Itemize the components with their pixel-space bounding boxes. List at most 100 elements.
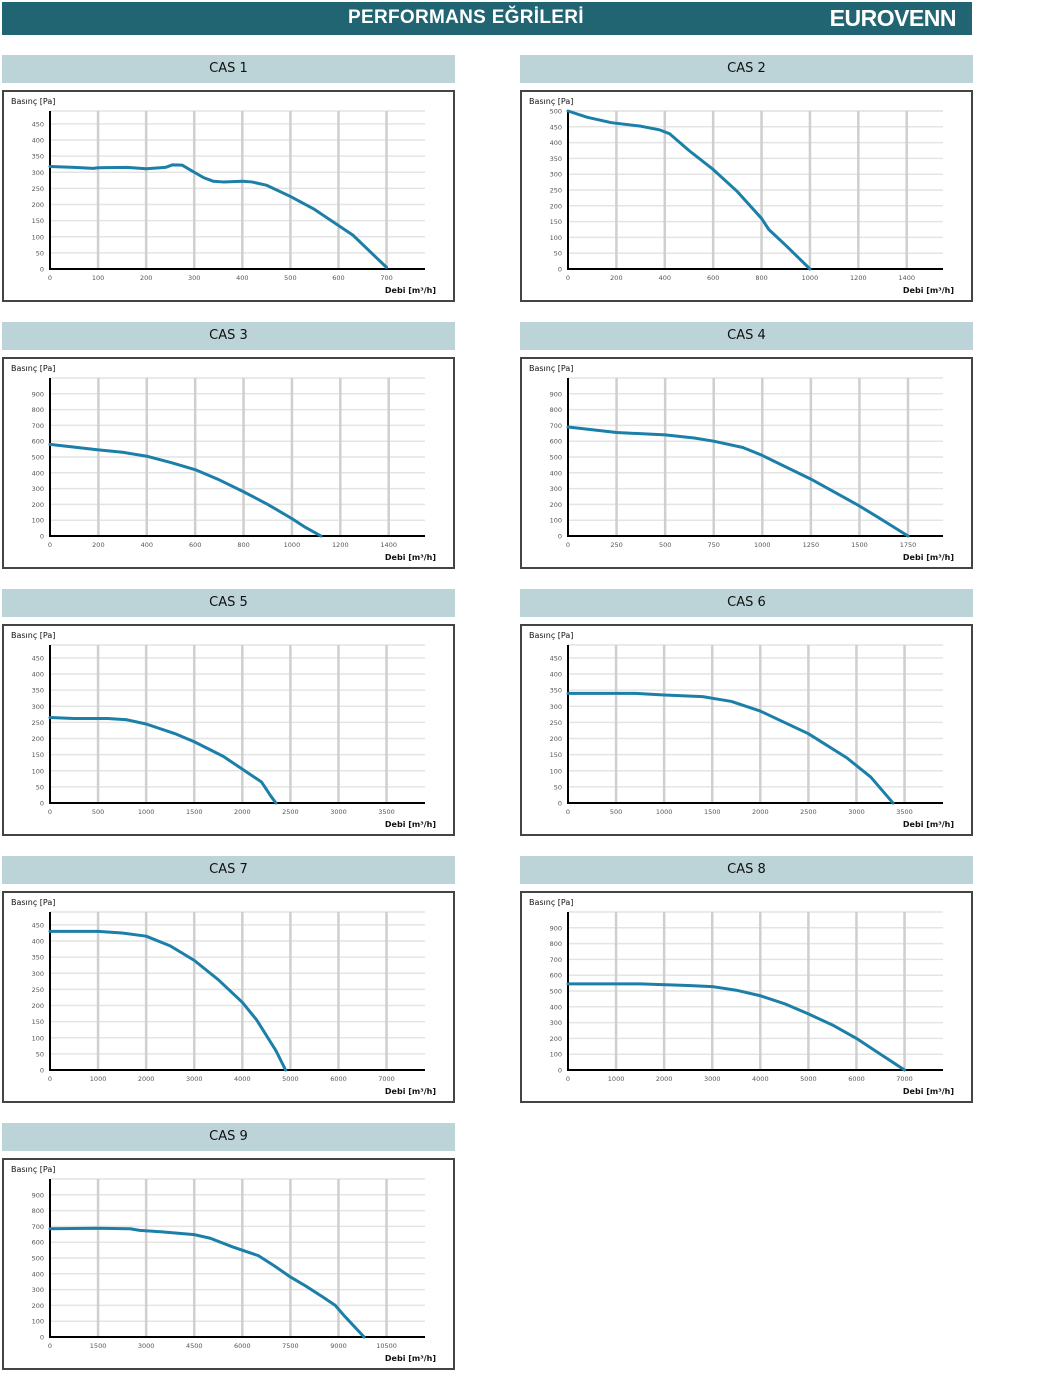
performance-curve: [48, 442, 323, 538]
y-tick-label: 500: [550, 988, 562, 996]
x-tick-label: 2000: [752, 808, 769, 816]
x-tick-label: 4000: [234, 1075, 251, 1083]
y-tick-label: 100: [550, 234, 562, 242]
x-tick-label: 1500: [186, 808, 203, 816]
x-tick-label: 2500: [800, 808, 817, 816]
x-tick-label: 1000: [656, 808, 673, 816]
y-tick-label: 200: [32, 1302, 44, 1310]
line-chart: 0 100 200 300 400 500 600 700 800 900 0 200 400 600 80…: [11, 364, 436, 562]
y-tick-label: 200: [32, 1002, 44, 1010]
chart-box: 0 50 100 150 200 250 300 350 400 450 0 500 1000 1500 2…: [520, 624, 973, 836]
y-tick-label: 250: [32, 719, 44, 727]
y-tick-label: 400: [550, 1003, 562, 1011]
y-axis-label: Basınç [Pa]: [529, 97, 573, 106]
y-tick-label: 100: [550, 767, 562, 775]
chart-panel: CAS 1 0 50 100 150 200 250 300 350 400 450 0 100 200 3…: [2, 55, 455, 302]
chart-box: 0 50 100 150 200 250 300 350 400 450 500 0 200 400 600…: [520, 90, 973, 302]
y-tick-label: 350: [32, 153, 44, 161]
y-tick-label: 800: [550, 940, 562, 948]
y-tick-label: 800: [550, 406, 562, 414]
line-chart: 0 100 200 300 400 500 600 700 800 900 0 250 500 750 10…: [529, 364, 954, 562]
x-tick-label: 3500: [896, 808, 913, 816]
x-tick-label: 1250: [803, 541, 820, 549]
x-tick-label: 1500: [704, 808, 721, 816]
x-tick-label: 0: [48, 541, 52, 549]
chart-box: 0 100 200 300 400 500 600 700 800 900 0 1500 3000 450…: [2, 1158, 455, 1370]
y-tick-label: 100: [550, 517, 562, 525]
y-tick-label: 400: [550, 671, 562, 679]
performance-curve: [566, 691, 895, 805]
line-chart: 0 50 100 150 200 250 300 350 400 450 0 500 1000 1500 2…: [11, 631, 436, 829]
y-tick-label: 150: [550, 751, 562, 759]
x-axis-label: Debi [m³/h]: [385, 1354, 436, 1363]
line-chart: 0 50 100 150 200 250 300 350 400 450 0 1000 2000 3000…: [11, 898, 436, 1096]
y-tick-label: 700: [32, 422, 44, 430]
y-tick-label: 700: [550, 422, 562, 430]
y-tick-label: 400: [32, 469, 44, 477]
y-axis-label: Basınç [Pa]: [11, 364, 55, 373]
y-tick-label: 200: [32, 201, 44, 209]
x-tick-label: 1750: [900, 541, 917, 549]
y-tick-label: 0: [40, 1067, 44, 1075]
x-tick-label: 400: [236, 274, 248, 282]
y-tick-label: 150: [32, 217, 44, 225]
y-tick-label: 300: [32, 485, 44, 493]
x-tick-label: 1200: [850, 274, 867, 282]
page-title: PERFORMANS EĞRİLERİ: [348, 7, 584, 28]
y-tick-label: 450: [32, 921, 44, 929]
chart-title: CAS 3: [2, 322, 455, 350]
y-tick-label: 600: [550, 438, 562, 446]
chart-title: CAS 2: [520, 55, 973, 83]
x-tick-label: 1500: [90, 1342, 107, 1350]
x-tick-label: 200: [610, 274, 622, 282]
x-tick-label: 7000: [896, 1075, 913, 1083]
x-tick-label: 0: [566, 274, 570, 282]
y-tick-label: 100: [32, 233, 44, 241]
x-tick-label: 2000: [656, 1075, 673, 1083]
x-tick-label: 1000: [138, 808, 155, 816]
y-tick-label: 50: [36, 249, 44, 257]
y-tick-label: 400: [550, 469, 562, 477]
y-tick-label: 800: [32, 406, 44, 414]
y-axis-label: Basınç [Pa]: [11, 97, 55, 106]
page-header: PERFORMANS EĞRİLERİ EUROVENN: [2, 2, 972, 35]
chart-title: CAS 1: [2, 55, 455, 83]
y-tick-label: 0: [40, 266, 44, 274]
y-tick-label: 350: [550, 155, 562, 163]
x-tick-label: 3000: [330, 808, 347, 816]
x-tick-label: 3000: [138, 1342, 155, 1350]
x-tick-label: 400: [141, 541, 153, 549]
x-tick-label: 750: [708, 541, 720, 549]
x-axis-label: Debi [m³/h]: [903, 820, 954, 829]
y-tick-label: 450: [32, 120, 44, 128]
y-tick-label: 450: [550, 654, 562, 662]
line-chart: 0 50 100 150 200 250 300 350 400 450 0 100 200 300 400…: [11, 97, 436, 295]
line-chart: 0 100 200 300 400 500 600 700 800 900 0 1000 2000 300…: [529, 898, 954, 1096]
x-axis-label: Debi [m³/h]: [385, 1087, 436, 1096]
y-tick-label: 250: [32, 185, 44, 193]
y-tick-label: 250: [550, 187, 562, 195]
y-axis-label: Basınç [Pa]: [529, 631, 573, 640]
x-tick-label: 1000: [90, 1075, 107, 1083]
y-tick-label: 400: [32, 137, 44, 145]
x-tick-label: 600: [332, 274, 344, 282]
x-tick-label: 0: [48, 274, 52, 282]
chart-title: CAS 8: [520, 856, 973, 884]
y-tick-label: 150: [32, 1018, 44, 1026]
y-tick-label: 100: [32, 517, 44, 525]
y-tick-label: 700: [550, 956, 562, 964]
x-tick-label: 9000: [330, 1342, 347, 1350]
y-tick-label: 900: [32, 1191, 44, 1199]
y-tick-label: 600: [550, 972, 562, 980]
performance-curve: [566, 109, 812, 271]
y-tick-label: 200: [550, 1035, 562, 1043]
line-chart: 0 50 100 150 200 250 300 350 400 450 0 500 1000 1500 2…: [529, 631, 954, 829]
y-tick-label: 800: [32, 1207, 44, 1215]
x-tick-label: 500: [284, 274, 296, 282]
performance-curve: [48, 1226, 366, 1339]
chart-title: CAS 9: [2, 1123, 455, 1151]
x-tick-label: 200: [140, 274, 152, 282]
y-tick-label: 300: [550, 703, 562, 711]
x-tick-label: 3000: [848, 808, 865, 816]
